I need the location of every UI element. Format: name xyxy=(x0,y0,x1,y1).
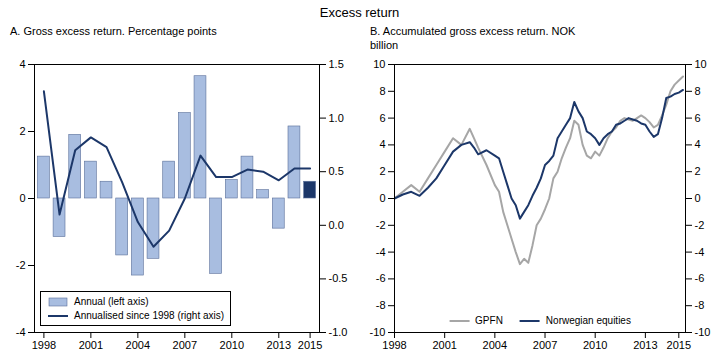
svg-text:8: 8 xyxy=(695,85,701,97)
svg-text:2015: 2015 xyxy=(298,339,322,351)
svg-text:1.0: 1.0 xyxy=(329,112,344,124)
svg-text:2: 2 xyxy=(379,165,385,177)
svg-text:2007: 2007 xyxy=(533,339,557,351)
svg-text:6: 6 xyxy=(695,112,701,124)
svg-text:-2: -2 xyxy=(16,259,26,271)
html-text:Annualised since 1998 (right a: Annualised since 1998 (right axis) xyxy=(74,310,225,321)
svg-text:4: 4 xyxy=(695,138,701,150)
svg-text:2013: 2013 xyxy=(267,339,291,351)
svg-text:-0.5: -0.5 xyxy=(329,272,348,284)
svg-text:2010: 2010 xyxy=(220,339,244,351)
svg-text:2001: 2001 xyxy=(432,339,456,351)
svg-text:2010: 2010 xyxy=(583,339,607,351)
svg-text:2015: 2015 xyxy=(667,339,691,351)
html-text:Annual (left axis): Annual (left axis) xyxy=(74,296,149,307)
svg-text:-4: -4 xyxy=(695,246,705,258)
html-text:GPFN: GPFN xyxy=(475,315,503,326)
svg-text:0.5: 0.5 xyxy=(329,165,344,177)
html-text:Excess return: Excess return xyxy=(319,5,400,20)
svg-text:-10: -10 xyxy=(370,326,386,338)
svg-text:-1.0: -1.0 xyxy=(329,326,348,338)
svg-text:2004: 2004 xyxy=(483,339,507,351)
svg-text:-6: -6 xyxy=(376,272,386,284)
svg-text:8: 8 xyxy=(379,85,385,97)
svg-text:1998: 1998 xyxy=(382,339,406,351)
svg-text:10: 10 xyxy=(373,58,385,70)
svg-text:10: 10 xyxy=(695,58,707,70)
svg-text:1.5: 1.5 xyxy=(329,58,344,70)
svg-text:2: 2 xyxy=(19,125,25,137)
svg-text:2: 2 xyxy=(695,165,701,177)
html-text:A. Gross excess return. Percen: A. Gross excess return. Percentage point… xyxy=(10,25,217,37)
svg-text:2007: 2007 xyxy=(173,339,197,351)
svg-text:0: 0 xyxy=(19,192,25,204)
svg-text:4: 4 xyxy=(379,138,385,150)
svg-text:-2: -2 xyxy=(695,219,705,231)
svg-text:2001: 2001 xyxy=(79,339,103,351)
svg-text:-6: -6 xyxy=(695,272,705,284)
svg-text:1998: 1998 xyxy=(32,339,56,351)
svg-text:0.0: 0.0 xyxy=(329,219,344,231)
svg-text:-8: -8 xyxy=(695,299,705,311)
svg-text:4: 4 xyxy=(19,58,25,70)
svg-text:-10: -10 xyxy=(695,326,711,338)
svg-text:-8: -8 xyxy=(376,299,386,311)
html-text:B. Accumulated gross excess re: B. Accumulated gross excess return. NOK … xyxy=(370,25,576,51)
html-text:Norwegian equities: Norwegian equities xyxy=(545,315,631,326)
svg-text:2013: 2013 xyxy=(633,339,657,351)
svg-text:0: 0 xyxy=(379,192,385,204)
svg-text:-4: -4 xyxy=(16,326,26,338)
svg-text:0: 0 xyxy=(695,192,701,204)
svg-text:2004: 2004 xyxy=(126,339,150,351)
svg-text:-2: -2 xyxy=(376,219,386,231)
svg-text:6: 6 xyxy=(379,112,385,124)
svg-text:-4: -4 xyxy=(376,246,386,258)
